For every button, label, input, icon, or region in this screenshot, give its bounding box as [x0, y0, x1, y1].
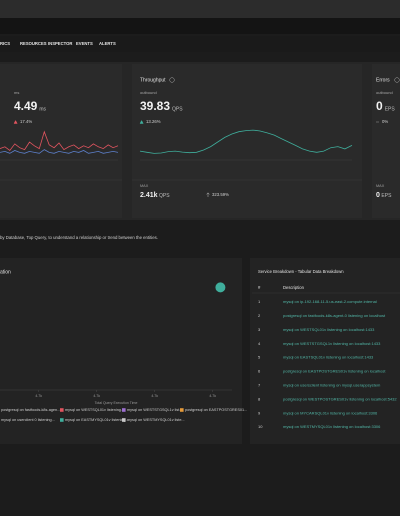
- row-number: 9: [258, 410, 261, 415]
- metric-unit: QPS: [172, 106, 183, 112]
- table-panel: [250, 258, 400, 444]
- max-label: MAX: [376, 184, 385, 188]
- row-description[interactable]: mysql on usersclient listening on mysql.…: [283, 382, 381, 387]
- legend-label: mysql on EASTMYSQL01v listening...: [65, 418, 129, 422]
- legend-label: mysql on WESTSQL01v listening...: [65, 408, 124, 412]
- row-number: 4: [258, 341, 261, 346]
- row-number: 1: [258, 299, 261, 304]
- metric-change: 0%: [382, 119, 388, 124]
- sparkline: [0, 130, 119, 152]
- max-unit: EPS: [381, 193, 392, 199]
- row-number: 5: [258, 355, 261, 360]
- metric-change: 17.4%: [20, 119, 32, 124]
- max-label: MAX: [140, 184, 149, 188]
- info-icon[interactable]: [169, 77, 175, 83]
- nav-tab[interactable]: ALERTS: [99, 41, 116, 46]
- nav-bar: [0, 36, 400, 52]
- row-description[interactable]: postgresql on fastfoods-k8s-agent-0 list…: [283, 313, 386, 318]
- column-header: #: [258, 285, 261, 290]
- metric-value: 39.83: [140, 99, 170, 113]
- x-tick-label: 4.7k: [209, 394, 216, 398]
- panel-title: Errors: [376, 77, 390, 83]
- metric-unit: ms: [39, 106, 46, 112]
- nav-tab[interactable]: RESOURCES: [20, 41, 47, 46]
- sparkline: [0, 149, 119, 154]
- trend-arrow: [13, 119, 18, 124]
- row-number: 10: [258, 424, 263, 429]
- trend-arrow: [139, 119, 144, 124]
- row-number: 3: [258, 327, 261, 332]
- metric-unit: EPS: [385, 106, 396, 112]
- row-description[interactable]: mysql on MYCARSQL01v listening on localh…: [283, 410, 378, 415]
- sparkline: [139, 129, 353, 154]
- legend-label: postgresql on fastfoods-k8s-agen...: [1, 408, 60, 412]
- row-number: 7: [258, 382, 261, 387]
- x-tick-label: 4.7k: [35, 394, 42, 398]
- max-change: 323.59%: [212, 192, 229, 197]
- max-unit: QPS: [159, 193, 170, 199]
- nav-tab[interactable]: RICS: [0, 41, 10, 46]
- x-axis-title: Total Query Execution Time: [95, 401, 138, 405]
- table-title: Service Breakdown - Tabular Data Breakdo…: [258, 269, 344, 274]
- trend-arrow: [206, 192, 210, 197]
- row-description[interactable]: mysql on ip-192-168-11-5.us-east-2.compu…: [283, 299, 377, 304]
- legend-swatch: [60, 418, 64, 422]
- x-tick-label: 4.7k: [93, 394, 100, 398]
- latency-panel: [0, 64, 122, 218]
- legend-swatch: [122, 418, 126, 422]
- chart-title: ation: [0, 269, 11, 275]
- sub-bar: [0, 18, 400, 34]
- scatter-panel: [0, 258, 242, 444]
- legend-swatch: [122, 408, 126, 412]
- nav-tab[interactable]: INSPECTOR: [48, 41, 72, 46]
- description: by Database, Top Query, to understand a …: [0, 235, 158, 240]
- legend-swatch: [60, 408, 64, 412]
- info-icon[interactable]: [394, 77, 400, 83]
- panel-subtitle: ms: [14, 90, 19, 95]
- legend-label: postgresql on EASTPOSTGRES01...: [185, 408, 247, 412]
- x-tick-label: 4.7k: [151, 394, 158, 398]
- legend-swatch: [180, 408, 184, 412]
- errors-panel: [372, 64, 400, 218]
- row-number: 8: [258, 396, 261, 401]
- legend-label: mysql on WESTMYSQL01v liste...: [127, 418, 185, 422]
- top-bar: [0, 0, 400, 18]
- legend-label: mysql on WESTSTGSQL1v list...: [127, 408, 183, 412]
- throughput-panel: [132, 64, 362, 218]
- row-description[interactable]: mysql on WESTMYSQL01v listening on local…: [283, 424, 381, 429]
- row-description[interactable]: postgresql on WESTPOSTGRES01v listening …: [283, 396, 397, 401]
- nav-tab[interactable]: EVENTS: [76, 41, 93, 46]
- panel-subtitle: outbound: [140, 90, 157, 95]
- row-description[interactable]: mysql on WESTSQL01v listening on localho…: [283, 327, 375, 332]
- row-number: 6: [258, 369, 261, 374]
- metric-value: 0: [376, 99, 383, 113]
- scatter-point: [215, 282, 226, 293]
- metric-value: 4.49: [14, 99, 38, 113]
- panel-title: Throughput: [140, 77, 166, 83]
- panel-subtitle: outbound: [376, 90, 393, 95]
- max-value: 2.41k: [140, 192, 158, 199]
- row-description[interactable]: mysql on WESTSTGSQL1v listening on local…: [283, 341, 381, 346]
- max-value: 0: [376, 192, 380, 199]
- row-description[interactable]: postgresql on EASTPOSTGRES01v listening …: [283, 369, 386, 374]
- row-number: 2: [258, 313, 261, 318]
- metric-change: 13.26%: [146, 119, 161, 124]
- legend-label: mysql on userclient 0 listening...: [1, 418, 55, 422]
- row-description[interactable]: mysql on EASTSQL01v listening on localho…: [283, 355, 374, 360]
- column-header: Description: [283, 285, 305, 290]
